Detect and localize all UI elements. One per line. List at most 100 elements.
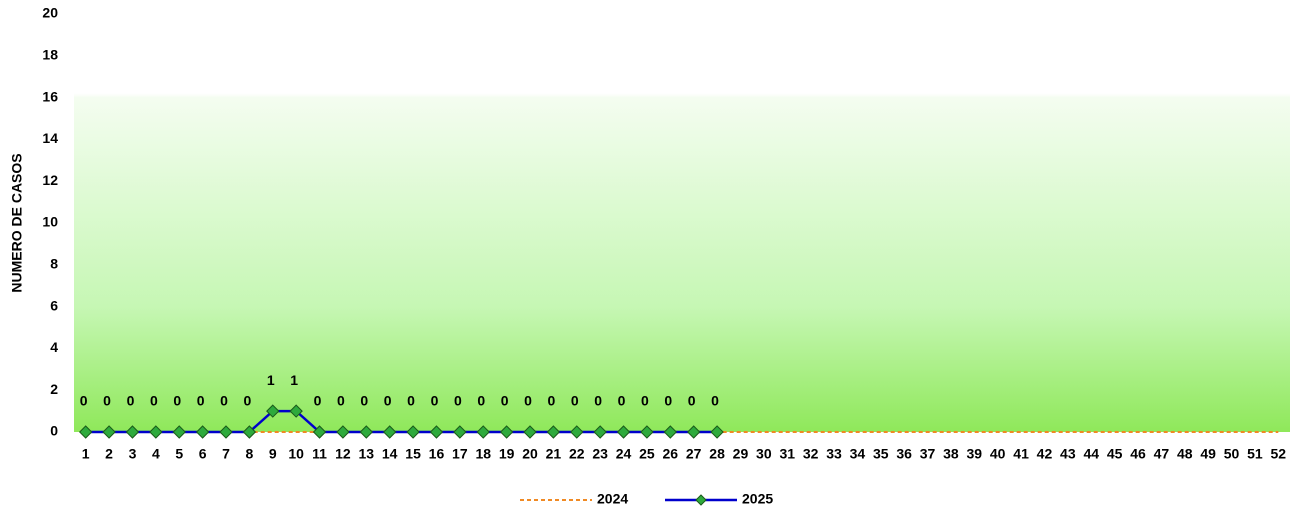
x-tick-label: 43 [1060,446,1076,462]
x-tick-label: 19 [499,446,515,462]
data-label: 0 [454,393,462,409]
y-tick-label: 10 [42,214,58,230]
marker [570,425,584,439]
marker [289,404,303,418]
marker [406,425,420,439]
x-tick-label: 8 [245,446,253,462]
legend-label: 2024 [597,491,628,507]
x-tick-label: 33 [826,446,842,462]
x-tick-label: 51 [1247,446,1263,462]
x-tick-label: 2 [105,446,113,462]
x-tick-label: 49 [1200,446,1216,462]
y-tick-label: 14 [42,130,58,146]
data-label: 0 [431,393,439,409]
x-tick-label: 31 [779,446,795,462]
data-label: 0 [571,393,579,409]
x-tick-label: 48 [1177,446,1193,462]
data-label: 0 [337,393,345,409]
x-tick-label: 3 [129,446,137,462]
x-tick-label: 16 [429,446,445,462]
x-tick-label: 39 [967,446,983,462]
x-tick-label: 50 [1224,446,1240,462]
data-label: 0 [220,393,228,409]
x-tick-label: 20 [522,446,538,462]
x-tick-label: 45 [1107,446,1123,462]
x-tick-label: 37 [920,446,936,462]
marker [453,425,467,439]
data-label: 0 [664,393,672,409]
x-tick-label: 10 [288,446,304,462]
marker [195,425,210,439]
marker [499,425,514,439]
data-label: 0 [688,393,696,409]
x-tick-label: 11 [312,446,327,462]
y-axis-label: NUMERO DE CASOS [9,153,25,292]
marker [242,425,257,439]
x-tick-label: 36 [896,446,912,462]
data-label: 0 [547,393,555,409]
data-label: 0 [150,393,158,409]
marker [219,425,233,439]
data-label: 0 [618,393,626,409]
legend-marker [695,494,707,506]
data-label: 1 [267,372,275,388]
marker [429,425,444,439]
series-line [85,409,718,434]
x-tick-label: 4 [152,446,160,462]
data-label: 0 [80,393,88,409]
x-tick-label: 41 [1013,446,1029,462]
x-tick-label: 6 [199,446,207,462]
x-tick-label: 42 [1037,446,1053,462]
marker [686,425,701,439]
marker [710,425,724,439]
marker [476,425,490,439]
x-tick-label: 40 [990,446,1006,462]
x-tick-label: 44 [1083,446,1099,462]
x-tick-label: 14 [382,446,398,462]
x-tick-label: 7 [222,446,230,462]
data-label: 0 [314,393,322,409]
x-tick-label: 46 [1130,446,1146,462]
x-tick-label: 34 [850,446,866,462]
marker [266,404,280,418]
x-tick-label: 13 [359,446,375,462]
marker [125,425,140,439]
x-tick-label: 21 [546,446,562,462]
y-tick-label: 8 [50,256,58,272]
data-label: 0 [360,393,368,409]
data-label: 0 [173,393,181,409]
data-label: 0 [594,393,602,409]
y-tick-label: 18 [42,47,58,63]
x-tick-label: 5 [175,446,183,462]
data-label: 1 [290,372,298,388]
marker [172,425,186,439]
x-tick-label: 32 [803,446,819,462]
y-tick-label: 16 [42,88,58,104]
x-tick-label: 1 [82,446,90,462]
y-tick-label: 6 [50,297,58,313]
data-label: 0 [407,393,415,409]
y-tick-label: 2 [50,381,58,397]
data-label: 0 [127,393,135,409]
marker [149,425,163,439]
data-label: 0 [243,393,251,409]
marker [102,425,116,439]
plot-area [74,14,1290,432]
x-tick-label: 28 [709,446,725,462]
y-tick-label: 20 [42,5,58,21]
marker [593,425,607,439]
x-tick-label: 25 [639,446,655,462]
x-tick-label: 12 [335,446,351,462]
data-label: 0 [384,393,392,409]
marker [523,425,537,439]
x-tick-label: 17 [452,446,468,462]
marker [616,425,631,439]
marker [312,425,327,439]
x-tick-label: 29 [733,446,749,462]
x-tick-label: 22 [569,446,585,462]
x-tick-label: 27 [686,446,702,462]
y-tick-label: 4 [50,339,58,355]
x-tick-label: 47 [1154,446,1170,462]
y-tick-label: 0 [50,423,58,439]
